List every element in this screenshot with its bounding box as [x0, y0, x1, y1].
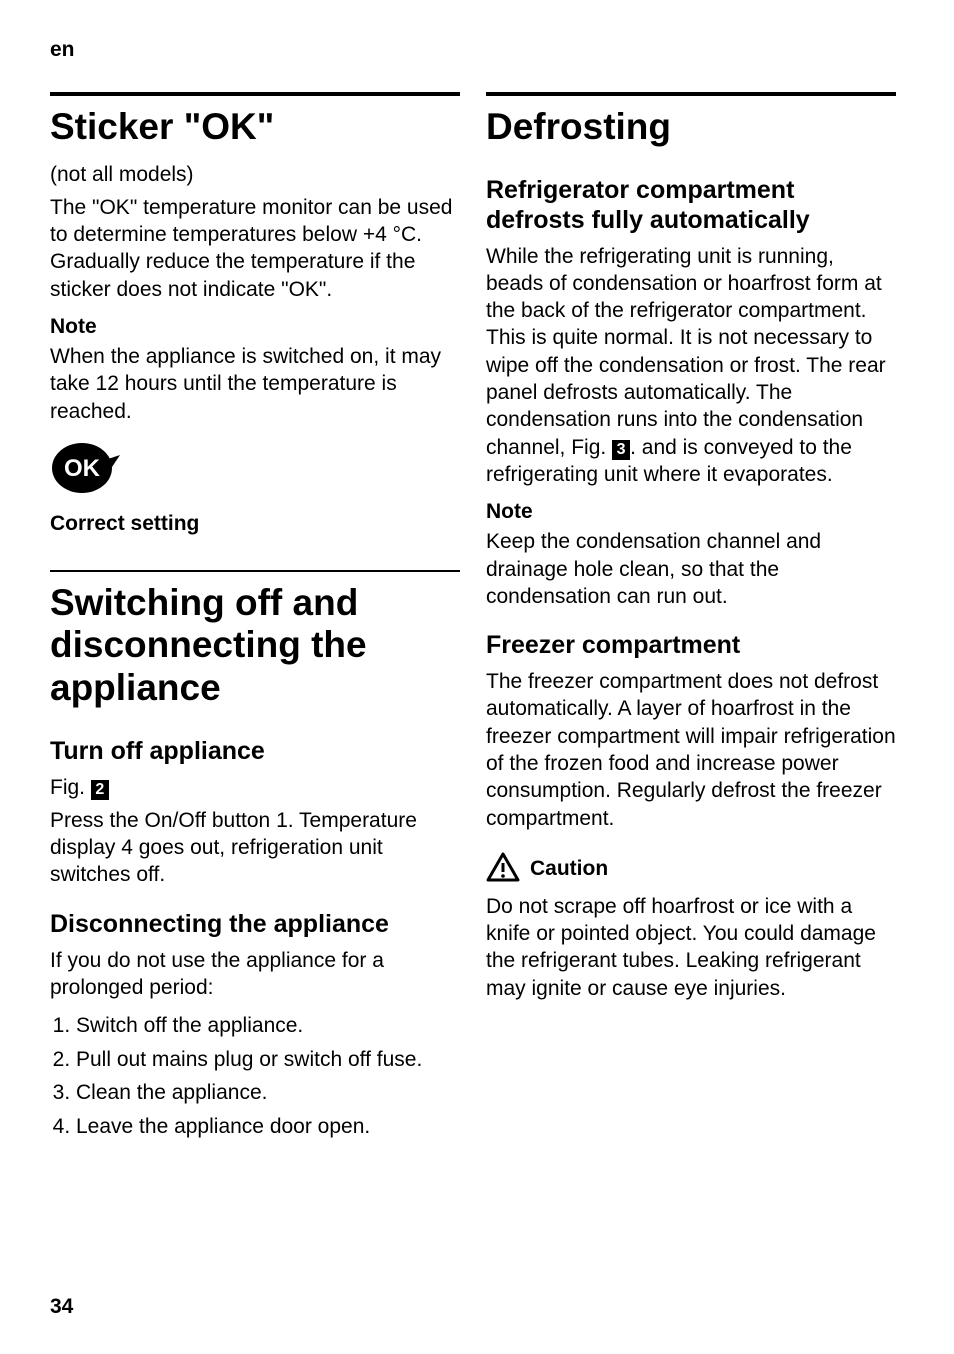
subtitle-not-all-models: (not all models): [50, 161, 460, 188]
caution-label: Caution: [530, 857, 608, 881]
list-item: Switch off the appliance.: [76, 1011, 460, 1040]
body-fridge-part1: While the refrigerating unit is running,…: [486, 245, 886, 459]
content-columns: Sticker "OK" (not all models) The "OK" t…: [50, 92, 904, 1145]
warning-icon: [486, 852, 520, 887]
section-rule: [50, 92, 460, 96]
list-item: Leave the appliance door open.: [76, 1112, 460, 1141]
disconnecting-steps: Switch off the appliance. Pull out mains…: [50, 1011, 460, 1145]
note-label: Note: [486, 500, 896, 524]
svg-text:OK: OK: [64, 455, 101, 482]
heading-turn-off: Turn off appliance: [50, 736, 460, 766]
body-turn-off: Press the On/Off button 1. Temperature d…: [50, 807, 460, 889]
heading-defrosting: Defrosting: [486, 106, 896, 149]
heading-switching-off: Switching off and disconnecting the appl…: [50, 582, 460, 710]
fig-ref-2: Fig. 2: [50, 774, 460, 801]
body-ok-monitor: The "OK" temperature monitor can be used…: [50, 194, 460, 303]
fig-label: Fig.: [50, 776, 85, 799]
heading-sticker-ok: Sticker "OK": [50, 106, 460, 149]
body-fridge-defrost: While the refrigerating unit is running,…: [486, 243, 896, 489]
list-item: Clean the appliance.: [76, 1078, 460, 1107]
note-body: When the appliance is switched on, it ma…: [50, 343, 460, 425]
fig-number-box: 3: [612, 440, 630, 460]
body-disconnecting-intro: If you do not use the appliance for a pr…: [50, 947, 460, 1002]
caution-row: Caution: [486, 852, 896, 887]
right-column: Defrosting Refrigerator compartment defr…: [486, 92, 896, 1145]
ok-sticker-icon: OK: [50, 441, 460, 500]
fig-number-box: 2: [91, 780, 109, 800]
correct-setting-label: Correct setting: [50, 512, 460, 536]
section-rule-thin: [50, 570, 460, 572]
note-body-condensation: Keep the condensation channel and draina…: [486, 528, 896, 610]
page-header-lang: en: [50, 38, 904, 62]
note-label: Note: [50, 315, 460, 339]
page-number: 34: [50, 1295, 73, 1319]
heading-freezer-compartment: Freezer compartment: [486, 630, 896, 660]
list-item: Pull out mains plug or switch off fuse.: [76, 1045, 460, 1074]
body-freezer: The freezer compartment does not defrost…: [486, 668, 896, 832]
left-column: Sticker "OK" (not all models) The "OK" t…: [50, 92, 460, 1145]
heading-fridge-compartment: Refrigerator compartment defrosts fully …: [486, 175, 896, 235]
body-caution: Do not scrape off hoarfrost or ice with …: [486, 893, 896, 1002]
section-rule: [486, 92, 896, 96]
heading-disconnecting: Disconnecting the appliance: [50, 909, 460, 939]
